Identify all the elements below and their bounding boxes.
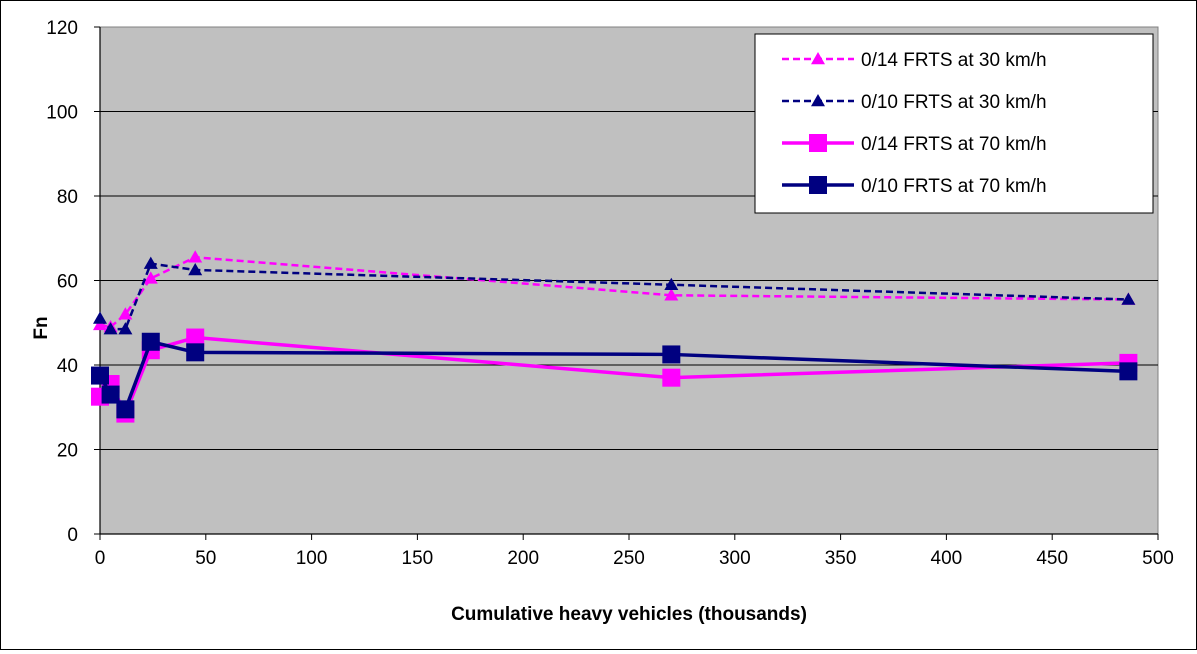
data-point-triangle [1121, 292, 1136, 305]
y-tick-labels: 0 20 40 60 80 100 120 [46, 18, 100, 546]
data-point-triangle [664, 277, 679, 290]
data-point-triangle [93, 317, 107, 331]
data-point-square [1119, 362, 1138, 381]
x-tick-label: 50 [195, 548, 216, 569]
data-point-triangle [118, 307, 133, 320]
data-point-square [186, 343, 205, 362]
data-point-square [662, 345, 681, 364]
legend-label: 0/14 FRTS at 70 km/h [861, 134, 1047, 155]
data-point-square [809, 134, 827, 152]
data-point-square [116, 400, 135, 419]
data-point-triangle [811, 94, 825, 107]
y-tick-label: 60 [57, 272, 78, 293]
data-point-triangle [103, 322, 118, 335]
x-tick-label: 300 [719, 548, 751, 569]
data-point-square [809, 176, 827, 194]
legend-item: 0/10 FRTS at 70 km/h [782, 176, 1047, 197]
legend-item: 0/10 FRTS at 30 km/h [782, 92, 1047, 113]
y-tick-label: 120 [46, 18, 78, 39]
data-point-triangle [93, 311, 107, 324]
series-2 [93, 256, 1136, 335]
data-point-triangle [118, 322, 133, 335]
x-axis-title: Cumulative heavy vehicles (thousands) [451, 604, 807, 625]
y-tick-label: 40 [57, 356, 78, 377]
data-point-triangle [143, 271, 158, 284]
legend-item: 0/14 FRTS at 70 km/h [782, 134, 1047, 155]
x-tick-label: 0 [95, 548, 106, 569]
legend: 0/14 FRTS at 30 km/h 0/10 FRTS at 30 km/h… [754, 33, 1154, 214]
y-tick-label: 0 [67, 525, 78, 546]
legend-item: 0/14 FRTS at 30 km/h [782, 50, 1047, 71]
legend-label: 0/10 FRTS at 30 km/h [861, 92, 1047, 113]
legend-label: 0/14 FRTS at 30 km/h [861, 50, 1047, 71]
x-tick-labels: 0 50 100 150 200 250 300 350 400 450 500 [95, 534, 1174, 569]
x-tick-label: 200 [507, 548, 539, 569]
y-tick-label: 100 [46, 103, 78, 124]
data-point-triangle [143, 256, 158, 269]
x-tick-label: 250 [613, 548, 645, 569]
x-tick-label: 350 [825, 548, 857, 569]
data-point-square [141, 332, 160, 351]
legend-label: 0/10 FRTS at 70 km/h [861, 176, 1047, 197]
x-tick-label: 450 [1036, 548, 1068, 569]
y-tick-label: 20 [57, 441, 78, 462]
x-tick-label: 400 [931, 548, 963, 569]
series-group [91, 250, 1138, 423]
data-point-square [186, 328, 205, 347]
data-point-square [101, 385, 120, 404]
x-tick-label: 150 [402, 548, 434, 569]
series-4 [91, 332, 1138, 419]
y-axis-title: Fn [31, 316, 52, 339]
data-point-triangle [811, 52, 825, 65]
x-tick-label: 500 [1142, 548, 1174, 569]
data-point-triangle [664, 288, 679, 301]
data-point-triangle [188, 262, 203, 276]
data-point-triangle [188, 250, 203, 263]
data-point-square [662, 368, 681, 387]
x-tick-label: 100 [296, 548, 328, 569]
y-tick-label: 80 [57, 187, 78, 208]
data-point-square [91, 366, 109, 385]
